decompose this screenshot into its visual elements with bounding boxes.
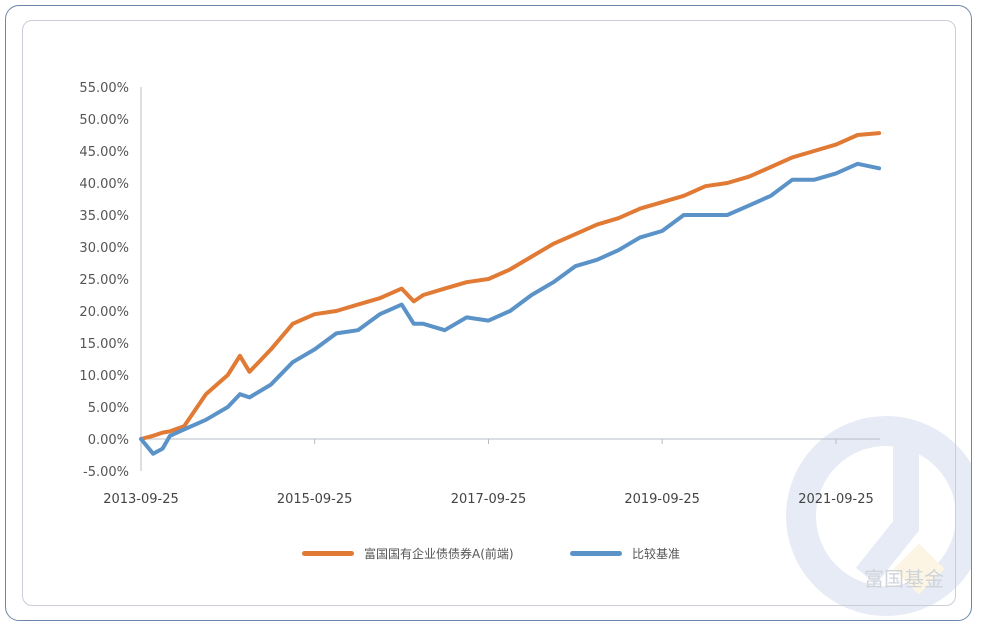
legend-label: 比较基准: [632, 547, 681, 561]
benchmark-line: [139, 161, 882, 456]
legend-item-benchmark: 比较基准: [570, 545, 680, 562]
y-tick-label: 40.00%: [79, 177, 129, 192]
x-tick-label: 2017-09-25: [451, 492, 527, 507]
y-tick-label: 30.00%: [79, 241, 129, 256]
x-tick-label: 2019-09-25: [624, 492, 700, 507]
y-tick-label: 55.00%: [79, 81, 129, 96]
y-tick-label: 10.00%: [79, 369, 129, 384]
legend-swatch: [302, 551, 354, 556]
y-tick-label: 20.00%: [79, 305, 129, 320]
y-tick-label: 5.00%: [88, 401, 129, 416]
y-tick-label: 25.00%: [79, 273, 129, 288]
y-tick-label: 35.00%: [79, 209, 129, 224]
chart-panel: [22, 20, 956, 606]
legend-label: 富国国有企业债债券A(前端): [364, 547, 514, 561]
y-tick-label: 50.00%: [79, 113, 129, 128]
x-tick-label: 2013-09-25: [103, 492, 179, 507]
legend-swatch: [570, 551, 622, 556]
fund-logo-watermark: 富国基金: [786, 416, 971, 616]
x-tick-label: 2021-09-25: [798, 492, 874, 507]
chart-frame: 富国基金: [5, 5, 972, 621]
y-tick-label: 45.00%: [79, 145, 129, 160]
y-tick-label: 0.00%: [88, 433, 129, 448]
legend-item-fund: 富国国有企业债债券A(前端): [302, 545, 514, 562]
watermark-text: 富国基金: [864, 567, 944, 591]
x-tick-label: 2015-09-25: [277, 492, 353, 507]
y-tick-label: 15.00%: [79, 337, 129, 352]
fund-line: [139, 131, 882, 441]
y-tick-label: -5.00%: [83, 465, 129, 480]
